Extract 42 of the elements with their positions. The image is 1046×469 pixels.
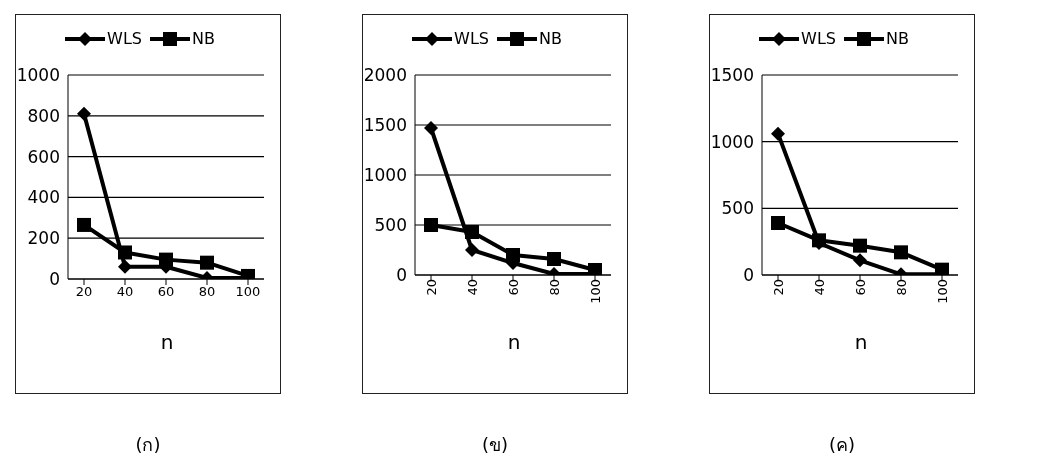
legend-label: NB: [885, 29, 909, 48]
x-tick-label: 80: [894, 279, 910, 296]
y-tick-label: 0: [49, 269, 60, 290]
x-tick-label: 40: [116, 284, 134, 300]
y-tick-label: 800: [27, 105, 60, 126]
x-tick-label: 20: [75, 284, 93, 300]
legend-label: WLS: [107, 29, 142, 48]
legend-label: NB: [538, 29, 562, 48]
x-tick-label: 60: [853, 279, 869, 296]
y-tick-label: 0: [743, 265, 754, 286]
x-tick-label: 100: [935, 279, 951, 304]
y-tick-label: 600: [27, 146, 60, 167]
y-tick-label: 500: [721, 198, 754, 219]
text: (ข): [480, 433, 509, 457]
y-tick-label: 0: [396, 265, 407, 286]
y-tick-label: 400: [27, 187, 60, 208]
y-tick-label: 1500: [363, 115, 407, 136]
x-axis-title: n: [159, 330, 175, 354]
x-tick-label: 80: [198, 284, 216, 300]
y-tick-label: 500: [374, 215, 407, 236]
x-tick-label: 20: [424, 279, 440, 296]
x-axis-title: n: [853, 330, 869, 354]
x-tick-label: 80: [547, 279, 563, 296]
x-tick-label: 40: [465, 279, 481, 296]
x-tick-label: 100: [235, 284, 261, 300]
y-tick-label: 2000: [363, 65, 407, 86]
y-tick-label: 1000: [363, 165, 407, 186]
x-tick-label: 20: [771, 279, 787, 296]
x-tick-label: 60: [506, 279, 522, 296]
y-tick-label: 1000: [16, 65, 60, 86]
x-tick-label: 60: [157, 284, 175, 300]
x-tick-label: 100: [588, 279, 604, 304]
y-tick-label: 1500: [710, 65, 754, 86]
x-axis-title: n: [506, 330, 522, 354]
y-tick-label: 200: [27, 228, 60, 249]
legend-label: WLS: [454, 29, 489, 48]
x-tick-label: 40: [812, 279, 828, 296]
y-tick-label: 1000: [710, 131, 754, 152]
text: (ก): [134, 433, 162, 457]
legend-label: WLS: [801, 29, 836, 48]
legend-label: NB: [191, 29, 215, 48]
text: (ค): [827, 433, 856, 457]
